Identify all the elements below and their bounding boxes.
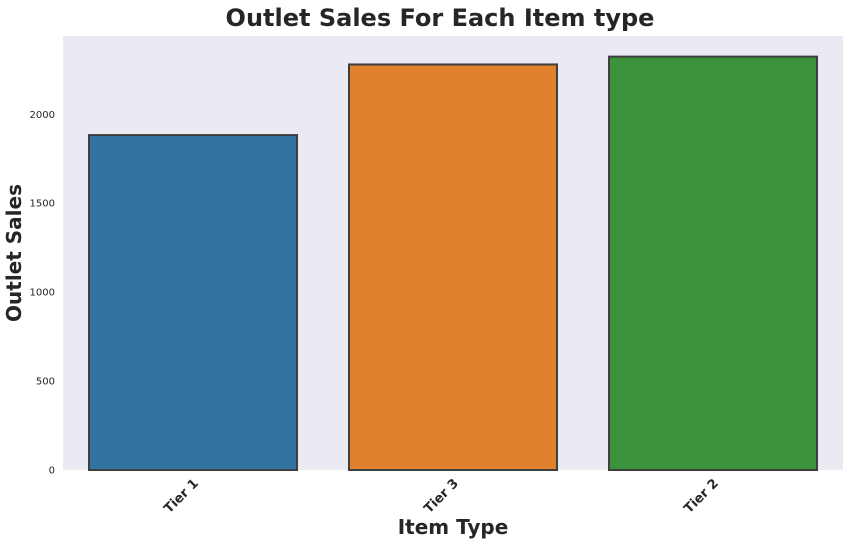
x-tick-label: Tier 2 <box>681 476 721 516</box>
x-axis-ticks: Tier 1 Tier 3 Tier 2 <box>161 476 721 516</box>
y-axis-ticks: 0 500 1000 1500 2000 <box>30 110 55 477</box>
y-tick-label: 500 <box>36 377 55 388</box>
chart-title: Outlet Sales For Each Item type <box>226 4 655 32</box>
y-tick-label: 1500 <box>30 199 55 210</box>
y-tick-label: 2000 <box>30 110 55 121</box>
y-tick-label: 0 <box>49 466 55 477</box>
y-tick-label: 1000 <box>30 288 55 299</box>
bar-tier-1 <box>88 134 298 472</box>
y-axis-label: Outlet Sales <box>2 184 26 322</box>
x-axis-label: Item Type <box>398 515 509 539</box>
x-tick-label: Tier 1 <box>161 476 201 516</box>
bar-tier-2 <box>608 55 818 472</box>
x-tick-label: Tier 3 <box>421 476 461 516</box>
bar-tier-3 <box>348 63 558 471</box>
bars <box>88 55 818 472</box>
